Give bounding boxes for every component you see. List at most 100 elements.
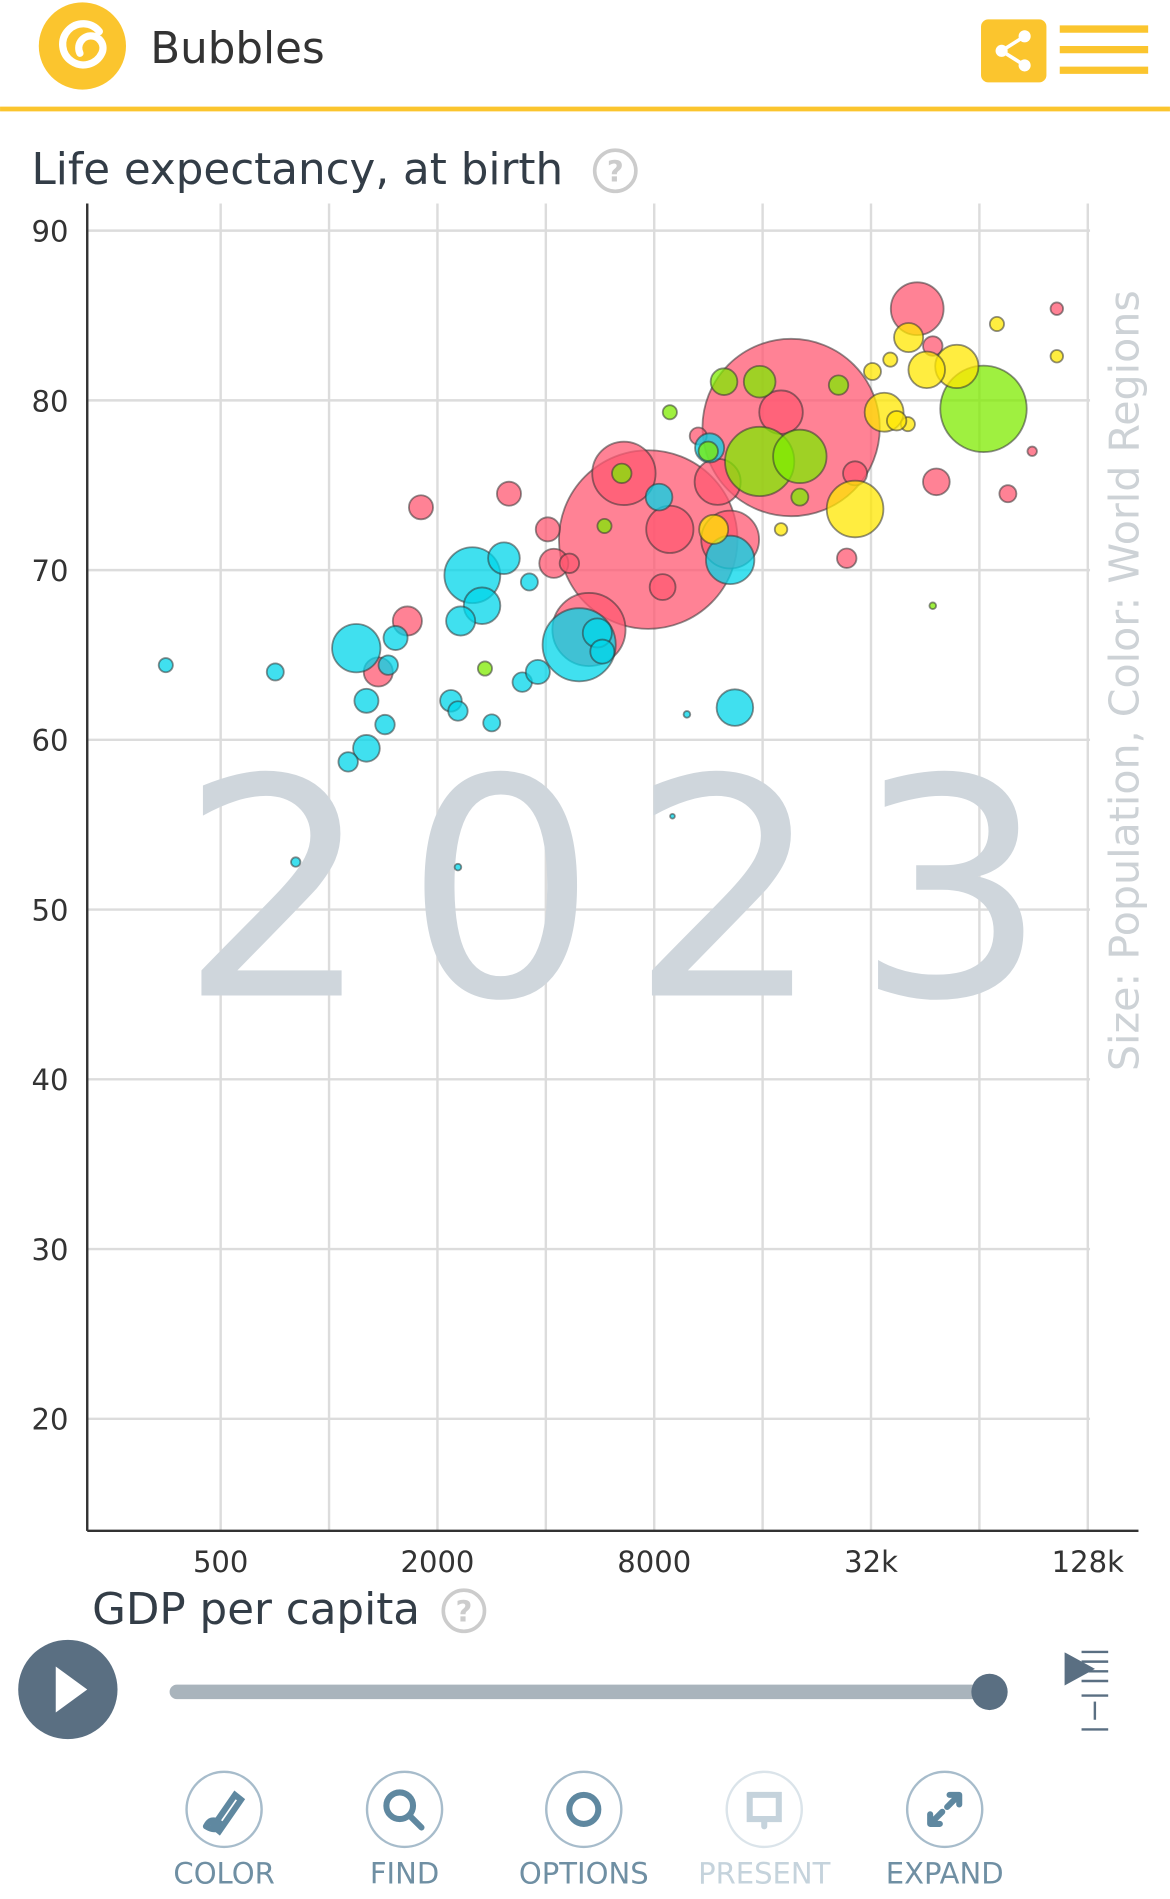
share-icon	[995, 30, 1031, 72]
bubble[interactable]	[558, 552, 581, 574]
bubble[interactable]	[863, 362, 882, 381]
bubble[interactable]	[705, 534, 756, 586]
y-tick-label: 70	[32, 554, 69, 588]
bubble[interactable]	[790, 487, 810, 507]
toolbar-button	[725, 1770, 803, 1849]
bubble[interactable]	[374, 713, 396, 736]
bubble[interactable]	[1026, 445, 1038, 457]
bubble[interactable]	[697, 440, 719, 462]
bubble[interactable]	[988, 315, 1005, 332]
bubble[interactable]	[382, 625, 409, 651]
bubble[interactable]	[337, 751, 359, 773]
bubble[interactable]	[408, 494, 434, 521]
y-help[interactable]: ?	[592, 148, 638, 194]
bubble[interactable]	[611, 462, 633, 484]
bubble[interactable]	[922, 467, 951, 497]
bubble[interactable]	[596, 517, 613, 534]
bubble[interactable]	[698, 513, 730, 545]
toolbar-button[interactable]	[365, 1770, 444, 1849]
bubble[interactable]	[827, 374, 850, 396]
menu-button[interactable]	[1059, 25, 1149, 74]
bubble[interactable]	[445, 605, 477, 637]
timeline-handle[interactable]	[971, 1673, 1008, 1711]
y-tick-label: 50	[32, 893, 69, 927]
y-axis-title[interactable]: Life expectancy, at birth	[32, 145, 564, 195]
x-axis-title[interactable]: GDP per capita	[92, 1585, 420, 1635]
bubble[interactable]	[534, 516, 561, 543]
bubble[interactable]	[519, 572, 539, 592]
x-help[interactable]: ?	[441, 1588, 487, 1634]
toolbar: COLOR FIND OPTIONS PRESENT EXPAND	[173, 1770, 1004, 1890]
app-title: Bubbles	[150, 24, 324, 74]
bubble[interactable]	[645, 504, 695, 554]
toolbar-label[interactable]: EXPAND	[886, 1856, 1004, 1890]
bubble[interactable]	[1049, 349, 1064, 364]
toolbar-label[interactable]: COLOR	[173, 1856, 274, 1890]
toolbar-icon	[566, 1791, 602, 1827]
header: Bubbles	[0, 2, 1170, 112]
bubble[interactable]	[772, 428, 828, 485]
toolbar-icon	[927, 1791, 963, 1827]
play-button[interactable]	[18, 1639, 118, 1740]
bubble[interactable]	[836, 547, 858, 569]
svg-text:?: ?	[455, 1595, 472, 1629]
bubble[interactable]	[157, 657, 174, 674]
bubble[interactable]	[773, 522, 789, 537]
bubble[interactable]	[524, 658, 551, 685]
bubble[interactable]	[1049, 301, 1064, 316]
bubble[interactable]	[825, 479, 885, 539]
bubble[interactable]	[648, 573, 677, 601]
y-tick-label: 30	[32, 1233, 69, 1267]
bubble[interactable]	[669, 812, 676, 820]
x-tick-label: 128k	[1052, 1545, 1124, 1579]
bubble[interactable]	[644, 482, 674, 512]
speed-control[interactable]	[1064, 1650, 1109, 1731]
bubble[interactable]	[742, 364, 777, 399]
bubble[interactable]	[661, 404, 678, 421]
bubble[interactable]	[893, 322, 925, 354]
bubble[interactable]	[496, 480, 522, 507]
y-tick-label: 40	[32, 1063, 69, 1097]
size-color-label[interactable]: Size: Population, Color: World Regions	[1100, 290, 1148, 1071]
bubble[interactable]	[447, 700, 469, 722]
toolbar-label[interactable]: FIND	[370, 1856, 439, 1890]
bubble[interactable]	[928, 601, 938, 610]
bubble[interactable]	[709, 367, 739, 396]
toolbar-label[interactable]: OPTIONS	[519, 1856, 649, 1890]
toolbar-icon	[202, 1790, 246, 1836]
plot: 20 30 40 50 60 70 80 90 500 2000 8000 32k 128k 2023 Si…	[32, 203, 1148, 1579]
bubble[interactable]	[715, 688, 755, 727]
share-button[interactable]	[981, 19, 1047, 83]
bubble[interactable]	[290, 856, 302, 868]
bubble[interactable]	[885, 410, 908, 432]
toolbar-button[interactable]	[545, 1770, 623, 1849]
bubble[interactable]	[487, 541, 521, 575]
logo-swirl	[59, 20, 107, 69]
bubble[interactable]	[907, 350, 946, 390]
bubble[interactable]	[377, 654, 399, 676]
bubble[interactable]	[331, 623, 382, 674]
x-tick-label: 500	[193, 1545, 248, 1579]
bubble[interactable]	[482, 713, 502, 733]
x-tick-label: 32k	[844, 1545, 898, 1579]
bubble[interactable]	[682, 710, 692, 719]
bubble[interactable]	[476, 660, 493, 677]
x-tick-label: 2000	[400, 1545, 474, 1579]
toolbar-label: PRESENT	[698, 1856, 831, 1890]
y-tick-label: 90	[32, 215, 69, 249]
bubble[interactable]	[453, 862, 463, 872]
bubble[interactable]	[998, 484, 1018, 504]
toolbar-icon	[383, 1789, 425, 1831]
bubble[interactable]	[352, 734, 381, 763]
year-watermark: 2023	[179, 716, 1047, 1068]
y-tick-label: 60	[32, 724, 69, 758]
bubble[interactable]	[589, 638, 616, 665]
toolbar-button[interactable]	[905, 1770, 984, 1849]
bubble[interactable]	[265, 662, 285, 682]
bubble[interactable]	[353, 687, 380, 714]
bubble[interactable]	[882, 351, 899, 368]
y-tick-label: 80	[32, 384, 69, 418]
